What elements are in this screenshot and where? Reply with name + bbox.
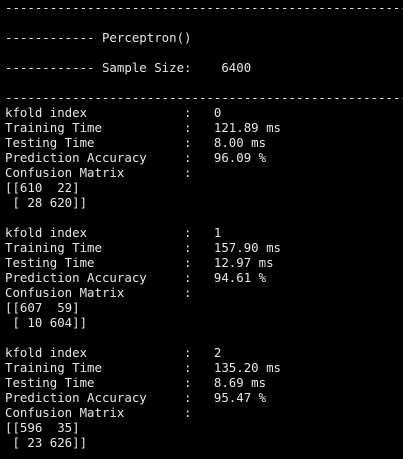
confusion-matrix-row: [[610 22] <box>5 180 80 195</box>
kfold-index-line: kfold index : 0 <box>5 105 222 120</box>
blank-line <box>5 75 403 90</box>
confusion-matrix-label-line: Confusion Matrix : <box>5 405 192 420</box>
blank-line <box>5 210 403 225</box>
confusion-matrix-row: [ 28 620]] <box>5 195 88 210</box>
testing-time-line: Testing Time : 12.97 ms <box>5 255 274 270</box>
confusion-matrix-row: [ 10 604]] <box>5 315 88 330</box>
model-name-line: ------------ Perceptron() <box>5 30 192 45</box>
kfold-index-line: kfold index : 1 <box>5 225 222 240</box>
confusion-matrix-row: [ 23 626]] <box>5 435 88 450</box>
separator-line: ----------------------------------------… <box>5 90 403 105</box>
prediction-accuracy-line: Prediction Accuracy : 96.09 % <box>5 150 267 165</box>
blank-line <box>5 45 403 60</box>
prediction-accuracy-line: Prediction Accuracy : 95.47 % <box>5 390 267 405</box>
training-time-line: Training Time : 135.20 ms <box>5 360 282 375</box>
sample-size-line: ------------ Sample Size: 6400 <box>5 60 252 75</box>
blank-line <box>5 15 403 30</box>
confusion-matrix-label-line: Confusion Matrix : <box>5 165 192 180</box>
testing-time-line: Testing Time : 8.69 ms <box>5 375 267 390</box>
confusion-matrix-row: [[607 59] <box>5 300 80 315</box>
kfold-index-line: kfold index : 2 <box>5 345 222 360</box>
training-time-line: Training Time : 121.89 ms <box>5 120 282 135</box>
confusion-matrix-row: [[596 35] <box>5 420 80 435</box>
blank-line <box>5 330 403 345</box>
separator-line: ----------------------------------------… <box>5 0 403 15</box>
prediction-accuracy-line: Prediction Accuracy : 94.61 % <box>5 270 267 285</box>
testing-time-line: Testing Time : 8.00 ms <box>5 135 267 150</box>
training-time-line: Training Time : 157.90 ms <box>5 240 282 255</box>
confusion-matrix-label-line: Confusion Matrix : <box>5 285 192 300</box>
